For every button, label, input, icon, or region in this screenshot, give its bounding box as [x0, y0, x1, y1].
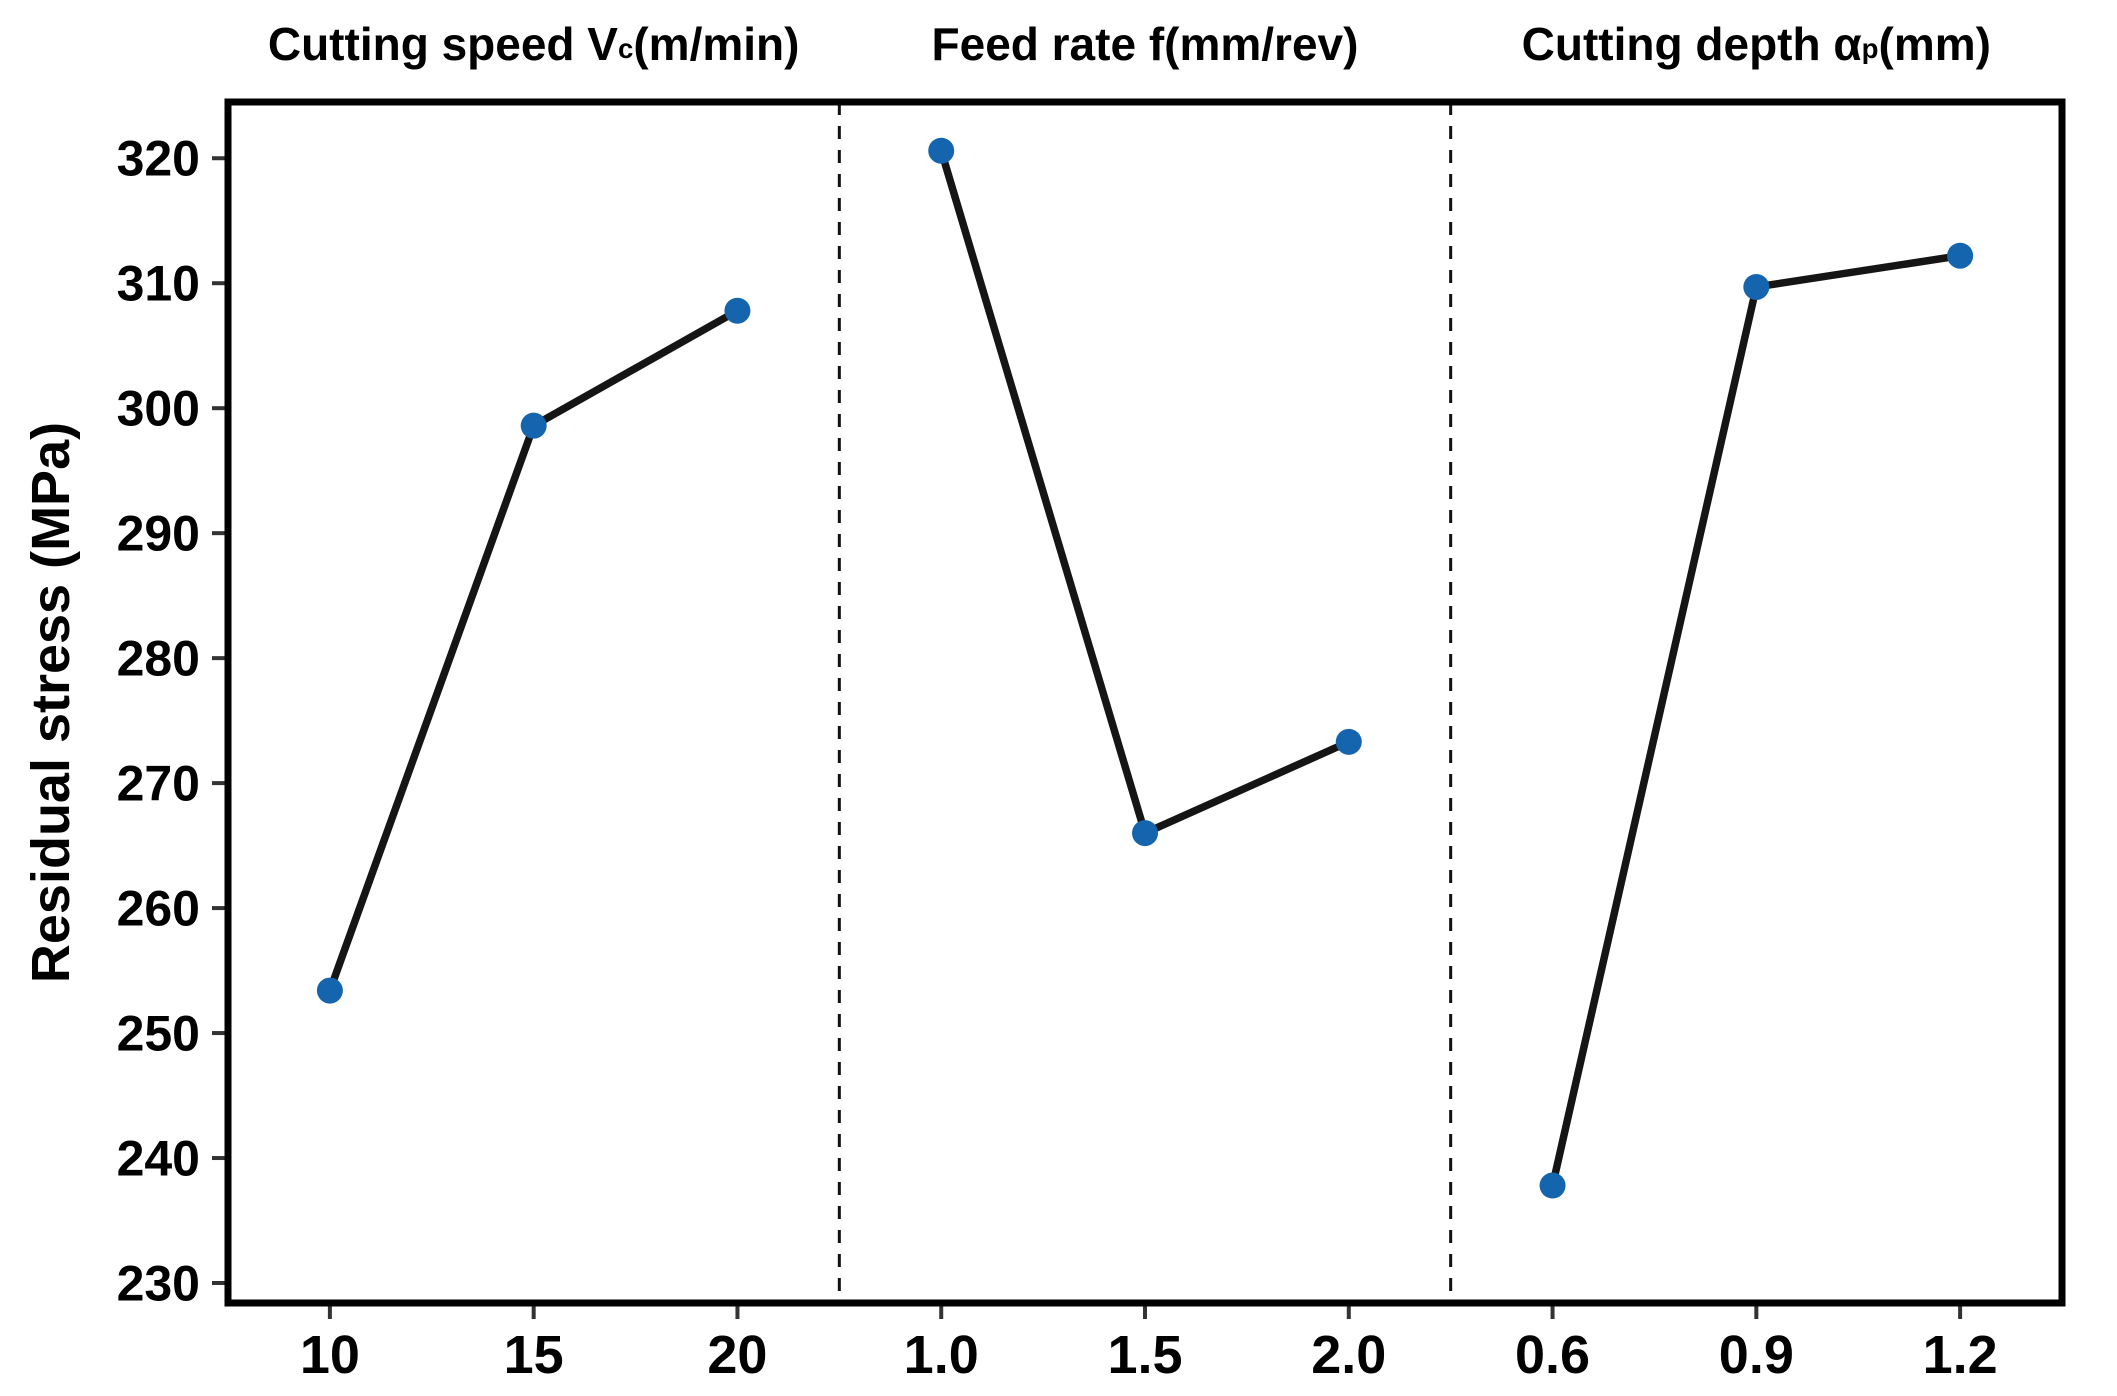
x-tick-label: 0.6 [1515, 1325, 1590, 1385]
panel-title-text: (mm) [1878, 18, 1991, 70]
panel-title-text: Cutting depth α [1521, 18, 1862, 70]
x-tick-label: 15 [504, 1325, 564, 1385]
x-tick-label: 10 [300, 1325, 360, 1385]
panel-title: Cutting depth α p (mm) [1521, 18, 1991, 70]
data-point-marker [1132, 820, 1158, 847]
x-tick-label: 1.5 [1107, 1325, 1182, 1385]
y-tick-label: 310 [117, 256, 200, 312]
x-tick-label: 0.9 [1719, 1325, 1794, 1385]
data-point-marker [724, 297, 751, 324]
data-point-marker [1539, 1172, 1566, 1199]
panel-title: Feed rate f (mm/rev) [839, 0, 1450, 88]
data-point-marker [928, 137, 955, 164]
panel-title-text: (mm/rev) [1164, 18, 1359, 70]
y-tick-label: 260 [117, 881, 200, 937]
y-tick-label: 290 [117, 506, 200, 562]
y-tick-label: 270 [117, 756, 200, 812]
x-tick-label: 20 [707, 1325, 767, 1385]
y-tick-label: 240 [117, 1131, 200, 1187]
panel-title-text: (m/min) [633, 18, 800, 70]
plot-frame [224, 98, 2066, 1307]
y-tick-label: 300 [117, 381, 200, 437]
series-line [1548, 251, 1964, 1190]
y-tick-label: 280 [117, 631, 200, 687]
data-point-marker [1335, 728, 1362, 755]
y-tick-label: 250 [117, 1006, 200, 1062]
data-point-marker [1947, 242, 1974, 269]
panel-title-text: Feed rate f [931, 18, 1165, 70]
panel-title-text: Cutting speed V [267, 18, 618, 70]
y-tick-label: 320 [117, 131, 200, 187]
data-point-marker [316, 977, 343, 1004]
y-axis-label: Residual stress (MPa) [21, 421, 81, 984]
x-tick-label: 1.2 [1923, 1325, 1998, 1385]
data-point-marker [1743, 273, 1770, 300]
y-tick-label: 230 [117, 1256, 200, 1312]
series-line [937, 146, 1353, 837]
x-tick-label: 2.0 [1311, 1325, 1386, 1385]
data-point-marker [520, 412, 547, 439]
x-tick-label: 1.0 [904, 1325, 979, 1385]
